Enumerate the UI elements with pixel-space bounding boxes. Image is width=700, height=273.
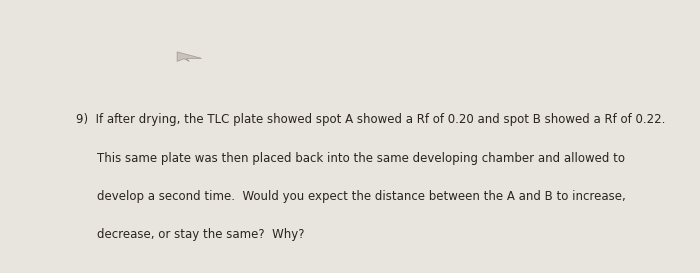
Text: develop a second time.  Would you expect the distance between the A and B to inc: develop a second time. Would you expect … — [97, 190, 625, 203]
Text: This same plate was then placed back into the same developing chamber and allowe: This same plate was then placed back int… — [97, 152, 624, 165]
Text: decrease, or stay the same?  Why?: decrease, or stay the same? Why? — [97, 228, 304, 241]
Text: 9)  If after drying, the TLC plate showed spot A showed a Rf of 0.20 and spot B : 9) If after drying, the TLC plate showed… — [76, 113, 665, 126]
Polygon shape — [177, 52, 202, 61]
